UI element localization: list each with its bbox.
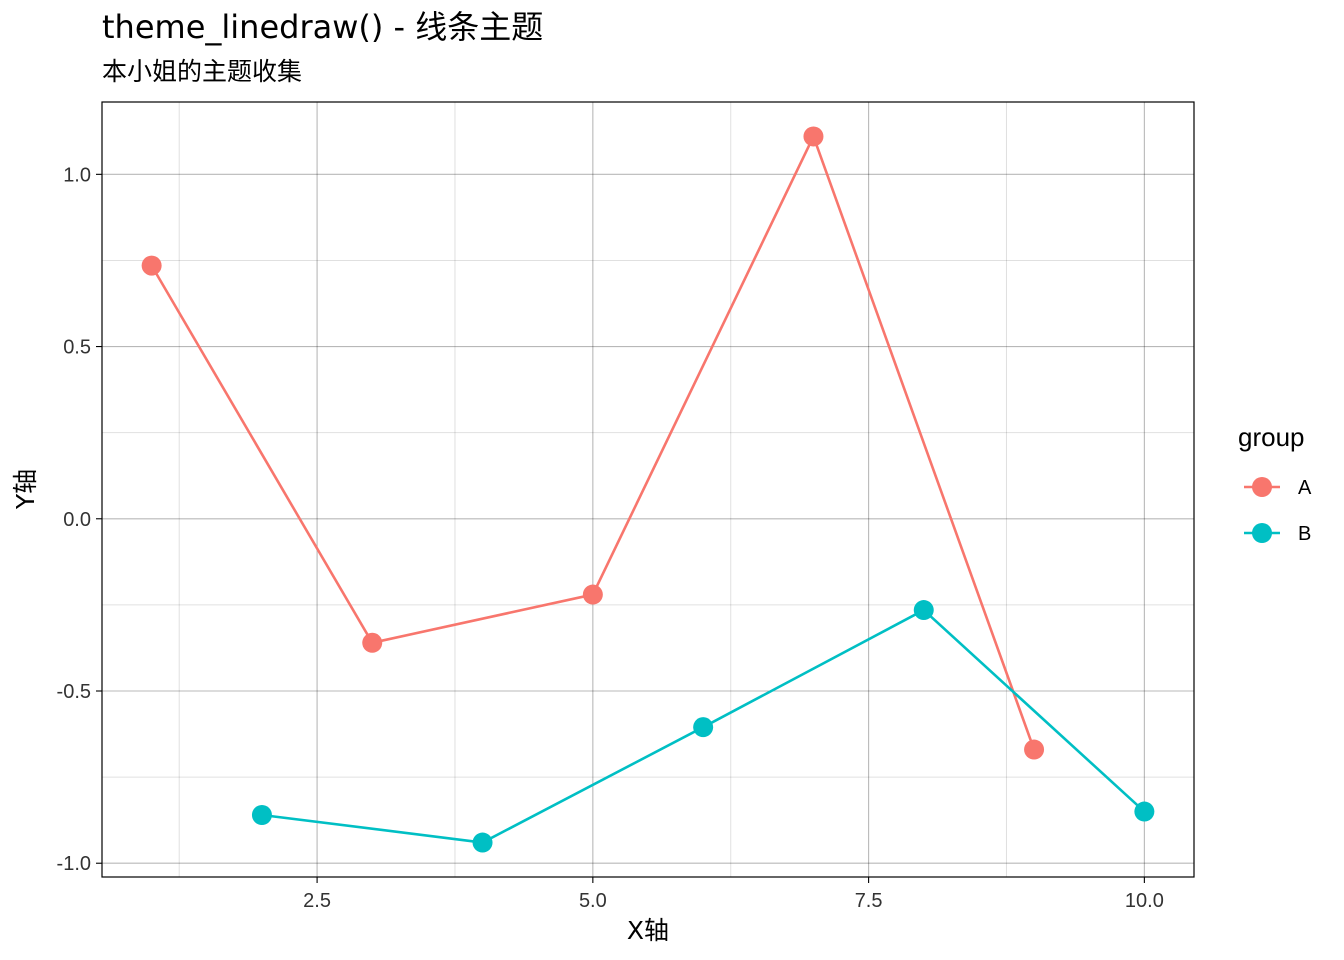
legend-label-A: A (1298, 477, 1312, 499)
data-point-A (582, 584, 603, 605)
legend-key-point-B (1252, 523, 1272, 543)
data-point-A (1024, 739, 1045, 760)
data-point-A (141, 255, 162, 276)
y-tick-label: 1.0 (63, 164, 91, 186)
legend-label-B: B (1298, 523, 1311, 545)
data-point-A (362, 632, 383, 653)
data-point-A (803, 126, 824, 147)
y-tick-label: 0.5 (63, 337, 91, 359)
series-points (141, 126, 1155, 853)
y-axis-title: Y轴 (11, 469, 40, 510)
legend-title: group (1238, 422, 1305, 452)
legend-key-point-A (1252, 477, 1272, 497)
chart-subtitle: 本小姐的主题收集 (102, 57, 302, 86)
data-point-B (251, 805, 272, 825)
data-point-B (693, 717, 714, 738)
x-axis-title: X轴 (627, 916, 669, 945)
data-point-B (472, 832, 493, 853)
minor-gridlines (102, 102, 1194, 877)
plot-panel-background (102, 102, 1194, 877)
x-tick-label: 10.0 (1125, 890, 1164, 912)
y-tick-label: -1.0 (57, 853, 91, 875)
legend: group A B (1238, 422, 1312, 545)
plot-panel-border (101, 101, 1195, 878)
x-tick-label: 5.0 (579, 890, 607, 912)
y-axis: -1.0 -0.5 0.0 0.5 1.0 (57, 164, 102, 875)
x-axis: 2.5 5.0 7.5 10.0 (303, 877, 1164, 912)
x-tick-label: 7.5 (855, 890, 883, 912)
y-tick-label: -0.5 (57, 681, 91, 703)
data-point-B (1134, 801, 1155, 822)
data-point-B (913, 600, 934, 621)
y-tick-label: 0.0 (63, 509, 91, 531)
x-tick-label: 2.5 (303, 890, 331, 912)
chart-title: theme_linedraw() - 线条主题 (102, 8, 543, 46)
